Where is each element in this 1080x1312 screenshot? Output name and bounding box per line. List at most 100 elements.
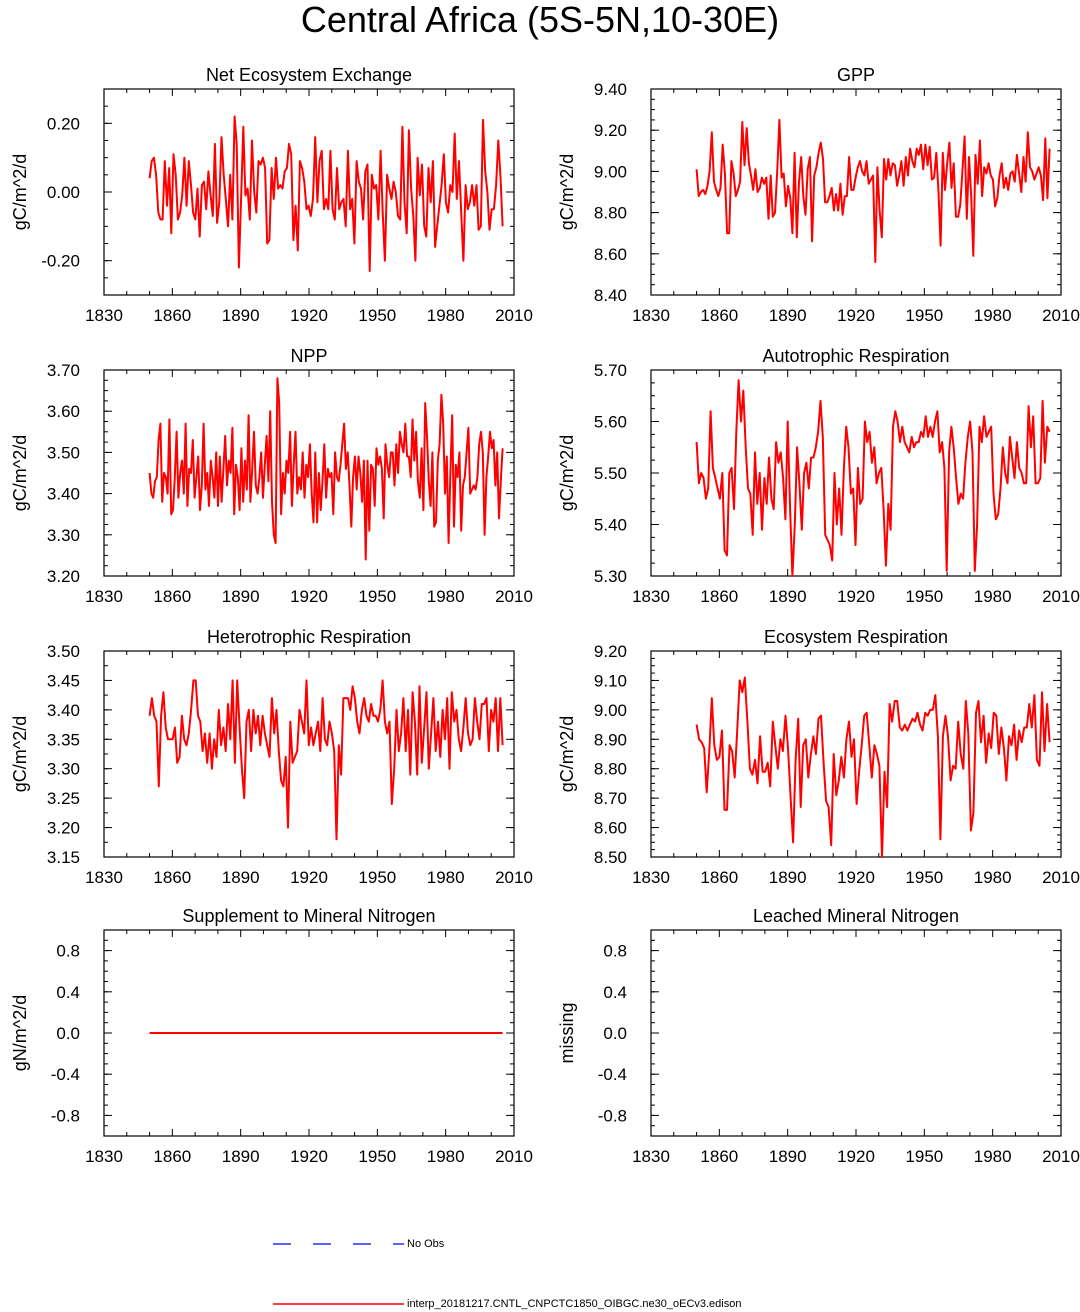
- chart-title: Net Ecosystem Exchange: [206, 65, 412, 85]
- y-tick-label: 3.30: [47, 760, 80, 779]
- x-tick-label: 1890: [769, 587, 807, 606]
- x-tick-label: 1860: [700, 1147, 738, 1166]
- y-tick-label: 3.30: [47, 526, 80, 545]
- x-tick-label: 1950: [358, 868, 396, 887]
- y-tick-label: 0.8: [603, 942, 627, 961]
- x-tick-label: 1830: [85, 1147, 123, 1166]
- y-tick-label: 8.60: [594, 819, 627, 838]
- series-line-model: [695, 676, 1051, 858]
- chart-title: NPP: [290, 346, 327, 366]
- y-tick-label: 0.8: [56, 942, 80, 961]
- x-tick-label: 1920: [290, 868, 328, 887]
- y-tick-label: 3.15: [47, 848, 80, 867]
- plot-frame: [103, 650, 515, 858]
- x-tick-label: 1860: [700, 868, 738, 887]
- x-tick-label: 1860: [700, 587, 738, 606]
- y-tick-label: 8.80: [594, 760, 627, 779]
- y-axis-label: gN/m^2/d: [10, 995, 30, 1071]
- series-line-model: [148, 115, 504, 272]
- x-tick-label: 1890: [222, 868, 260, 887]
- x-tick-label: 2010: [1042, 306, 1080, 325]
- x-tick-label: 2010: [495, 587, 533, 606]
- y-tick-label: 9.20: [594, 121, 627, 140]
- y-tick-label: 8.70: [594, 789, 627, 808]
- x-tick-label: 1890: [769, 868, 807, 887]
- y-axis-label: gC/m^2/d: [10, 716, 30, 792]
- y-axis-label: gC/m^2/d: [10, 154, 30, 230]
- x-tick-label: 1980: [974, 306, 1012, 325]
- x-tick-label: 1980: [427, 306, 465, 325]
- chart-supplement-to-mineral-nitrogen: Supplement to Mineral Nitrogen gN/m^2/d 18…: [10, 906, 533, 1166]
- x-tick-label: 1980: [427, 587, 465, 606]
- y-tick-label: 8.40: [594, 286, 627, 305]
- x-tick-label: 1830: [632, 306, 670, 325]
- x-tick-label: 1890: [222, 306, 260, 325]
- x-tick-label: 1950: [358, 587, 396, 606]
- y-tick-label: 0.0: [56, 1024, 80, 1043]
- y-tick-label: 8.50: [594, 848, 627, 867]
- y-tick-label: 3.40: [47, 701, 80, 720]
- y-tick-label: 3.20: [47, 819, 80, 838]
- page-title: Central Africa (5S-5N,10-30E): [300, 0, 780, 40]
- y-tick-label: 3.50: [47, 642, 80, 661]
- x-tick-label: 2010: [1042, 868, 1080, 887]
- y-tick-label: 3.20: [47, 567, 80, 586]
- legend-model-label: interp_20181217.CNTL_CNPCTC1850_OIBGC.ne…: [407, 1298, 742, 1310]
- x-tick-label: 1830: [85, 587, 123, 606]
- chart-title: Leached Mineral Nitrogen: [753, 906, 959, 926]
- y-tick-label: 5.30: [594, 567, 627, 586]
- y-tick-label: 9.00: [594, 162, 627, 181]
- x-tick-label: 1950: [905, 868, 943, 887]
- y-tick-label: 8.60: [594, 245, 627, 264]
- x-tick-label: 1920: [837, 868, 875, 887]
- x-tick-label: 1980: [974, 587, 1012, 606]
- y-tick-label: 5.50: [594, 464, 627, 483]
- x-tick-label: 2010: [1042, 587, 1080, 606]
- legend-obs-label: No Obs: [407, 1238, 445, 1250]
- x-tick-label: 1830: [632, 587, 670, 606]
- y-tick-label: 5.70: [594, 361, 627, 380]
- y-tick-label: 3.50: [47, 443, 80, 462]
- plot-frame: [650, 929, 1062, 1137]
- x-tick-label: 1830: [632, 868, 670, 887]
- x-tick-label: 1980: [974, 1147, 1012, 1166]
- x-tick-label: 1920: [290, 306, 328, 325]
- x-tick-label: 1890: [769, 1147, 807, 1166]
- y-tick-label: 9.40: [594, 80, 627, 99]
- x-tick-label: 1950: [905, 306, 943, 325]
- x-tick-label: 2010: [495, 868, 533, 887]
- y-axis-label: gC/m^2/d: [10, 435, 30, 511]
- x-tick-label: 1890: [222, 1147, 260, 1166]
- y-tick-label: 9.20: [594, 642, 627, 661]
- y-axis-label: gC/m^2/d: [557, 716, 577, 792]
- chart-title: Supplement to Mineral Nitrogen: [182, 906, 435, 926]
- x-tick-label: 1830: [632, 1147, 670, 1166]
- y-axis-label: gC/m^2/d: [557, 154, 577, 230]
- y-tick-label: 5.40: [594, 516, 627, 535]
- y-tick-label: 0.4: [56, 983, 80, 1002]
- chart-title: Heterotrophic Respiration: [207, 627, 411, 647]
- chart-title: Ecosystem Respiration: [764, 627, 948, 647]
- y-tick-label: -0.8: [598, 1106, 627, 1125]
- y-tick-label: 3.45: [47, 671, 80, 690]
- x-tick-label: 1980: [427, 868, 465, 887]
- y-tick-label: 3.35: [47, 730, 80, 749]
- x-tick-label: 2010: [1042, 1147, 1080, 1166]
- series-line-model: [148, 679, 504, 841]
- chart-npp: NPP gC/m^2/d 1830 1860 1890 1920 1950 1980 2010 3…: [10, 346, 533, 606]
- x-tick-label: 1920: [837, 1147, 875, 1166]
- x-tick-label: 2010: [495, 1147, 533, 1166]
- series-line-model: [695, 379, 1051, 577]
- chart-title: GPP: [837, 65, 875, 85]
- y-tick-label: 3.60: [47, 402, 80, 421]
- y-tick-label: 3.70: [47, 361, 80, 380]
- x-tick-label: 1860: [153, 868, 191, 887]
- x-tick-label: 1890: [222, 587, 260, 606]
- y-tick-label: -0.8: [51, 1106, 80, 1125]
- y-tick-label: -0.20: [41, 252, 80, 271]
- x-tick-label: 1830: [85, 868, 123, 887]
- chart-ecosystem-respiration: Ecosystem Respiration gC/m^2/d 1830 1860 189…: [557, 627, 1080, 887]
- y-tick-label: 3.40: [47, 485, 80, 504]
- chart-gpp: GPP gC/m^2/d 1830 1860 1890 1920 1950 1980 2010 8…: [557, 65, 1080, 325]
